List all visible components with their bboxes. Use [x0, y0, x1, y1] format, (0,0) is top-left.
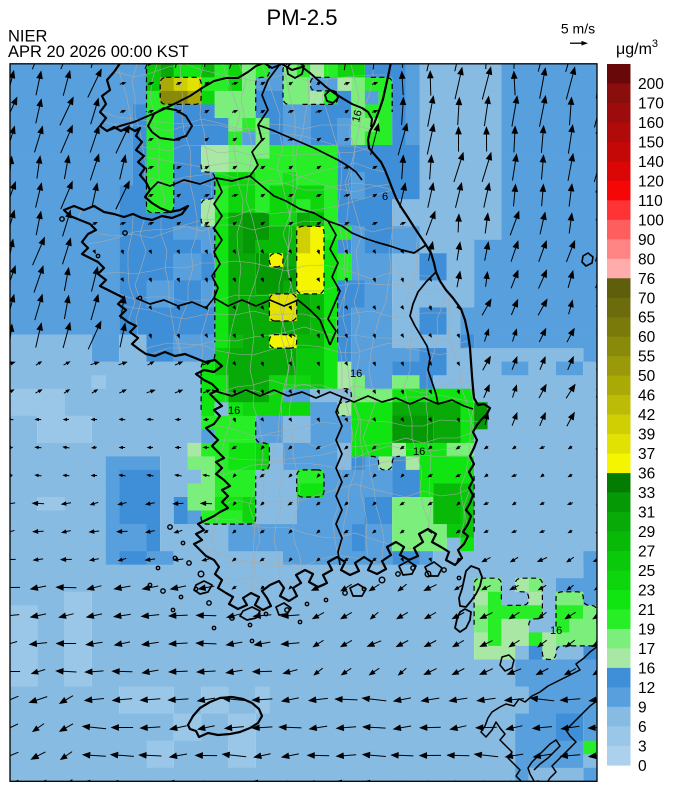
svg-text:200: 200 [638, 76, 664, 93]
svg-text:3: 3 [638, 738, 647, 755]
svg-text:16: 16 [228, 405, 240, 417]
svg-text:9: 9 [638, 699, 647, 716]
svg-text:25: 25 [638, 563, 655, 580]
svg-text:46: 46 [638, 388, 655, 405]
svg-text:160: 160 [638, 115, 664, 132]
svg-text:NIER: NIER [8, 28, 48, 46]
svg-text:50: 50 [638, 368, 656, 385]
svg-text:120: 120 [638, 173, 664, 190]
svg-text:23: 23 [638, 583, 655, 600]
svg-text:16: 16 [413, 446, 425, 458]
svg-text:37: 37 [638, 446, 655, 463]
svg-text:27: 27 [638, 544, 655, 561]
svg-text:16: 16 [638, 660, 655, 677]
svg-text:70: 70 [638, 290, 656, 307]
svg-text:42: 42 [638, 407, 655, 424]
svg-text:100: 100 [638, 212, 664, 229]
svg-text:6: 6 [382, 191, 388, 203]
svg-text:60: 60 [638, 329, 656, 346]
svg-text:76: 76 [638, 271, 655, 288]
svg-text:140: 140 [638, 154, 664, 171]
svg-text:110: 110 [638, 193, 663, 210]
svg-text:6: 6 [638, 719, 647, 736]
svg-text:39: 39 [638, 427, 655, 444]
svg-text:APR 20 2026 00:00 KST: APR 20 2026 00:00 KST [8, 43, 189, 61]
svg-text:16: 16 [350, 109, 365, 124]
svg-text:21: 21 [638, 602, 655, 619]
svg-text:33: 33 [638, 485, 655, 502]
svg-text:36: 36 [638, 466, 655, 483]
svg-text:55: 55 [638, 349, 655, 366]
svg-text:65: 65 [638, 310, 655, 327]
svg-text:17: 17 [638, 641, 655, 658]
svg-text:16: 16 [550, 625, 562, 637]
svg-text:80: 80 [638, 251, 656, 268]
svg-text:150: 150 [638, 134, 664, 151]
svg-text:PM-2.5: PM-2.5 [267, 5, 338, 30]
svg-text:5 m/s: 5 m/s [561, 21, 595, 37]
svg-text:μg/m3: μg/m3 [616, 38, 658, 58]
svg-text:170: 170 [638, 96, 664, 113]
svg-text:12: 12 [638, 680, 655, 697]
svg-text:16: 16 [350, 368, 362, 380]
svg-text:31: 31 [638, 505, 655, 522]
svg-text:19: 19 [638, 621, 655, 638]
svg-text:29: 29 [638, 524, 655, 541]
svg-text:90: 90 [638, 232, 656, 249]
svg-text:0: 0 [638, 758, 647, 775]
